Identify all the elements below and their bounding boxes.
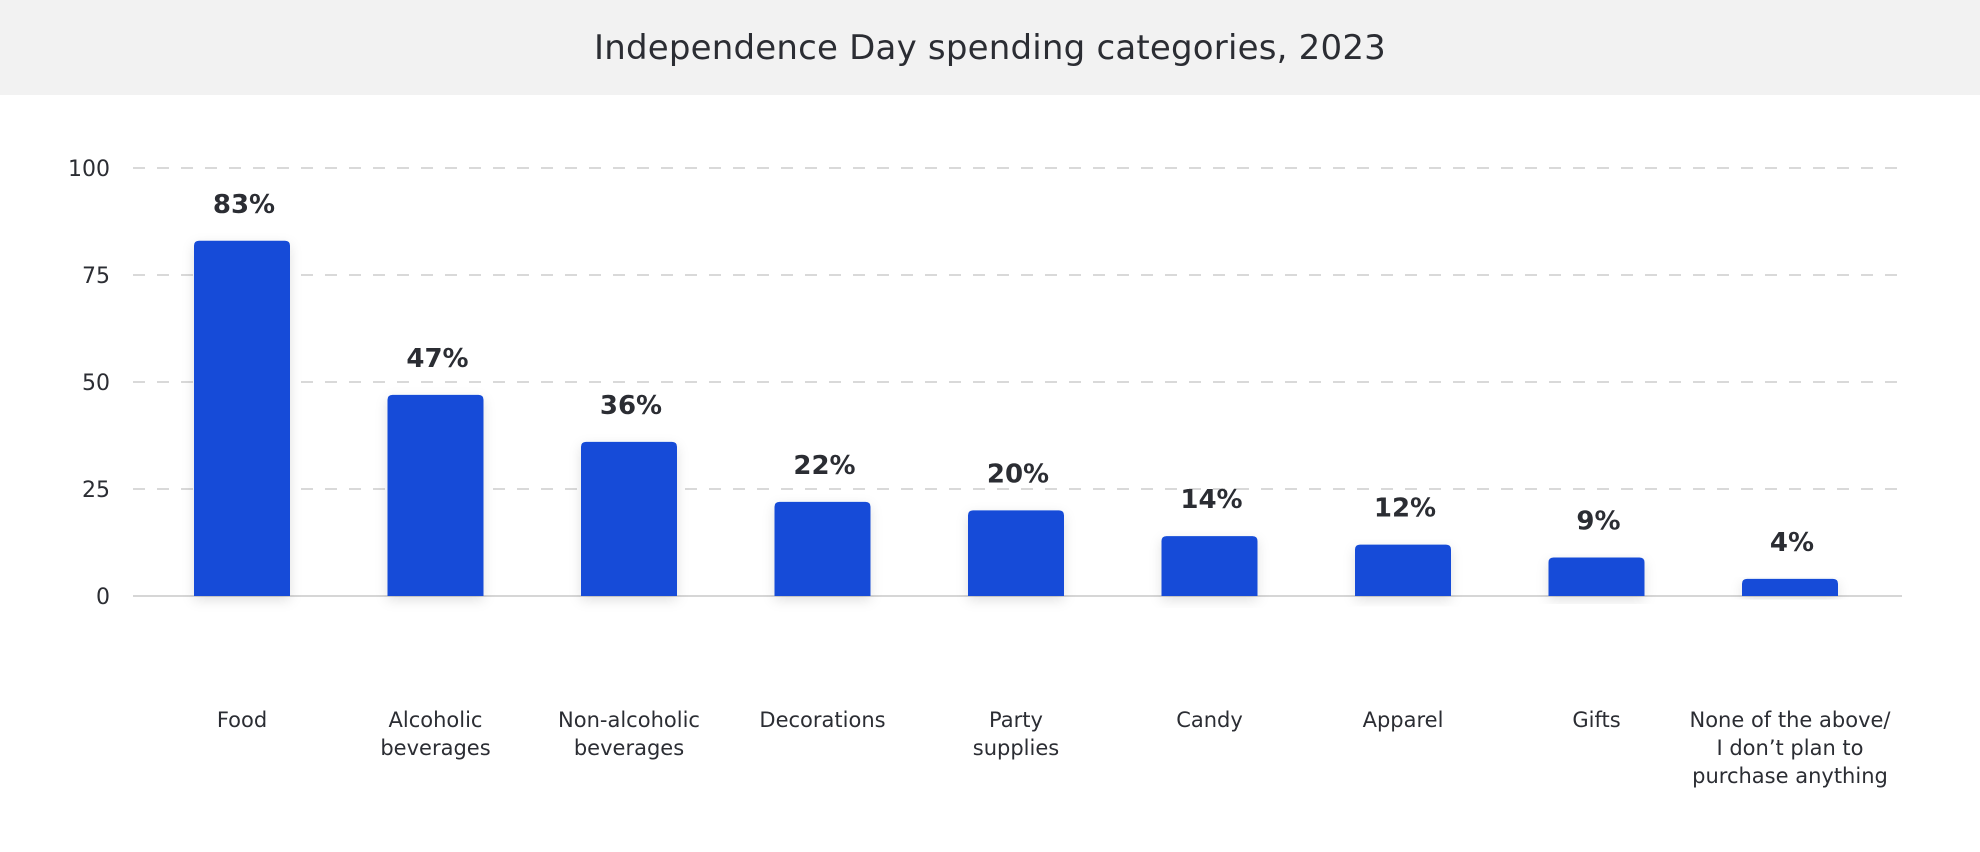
bar [387, 394, 484, 596]
x-tick-label: Gifts [1572, 708, 1620, 732]
chart-header: Independence Day spending categories, 20… [0, 0, 1980, 95]
data-label: 20% [987, 459, 1049, 489]
y-tick-label: 50 [82, 371, 110, 396]
x-tick-label: Decorations [759, 708, 885, 732]
data-label: 22% [793, 451, 855, 481]
x-tick-label: Non-alcoholic [558, 708, 700, 732]
bar [194, 240, 290, 596]
x-tick-label: Food [217, 708, 267, 732]
bar [1742, 578, 1838, 596]
x-tick-label: beverages [380, 736, 490, 760]
y-tick-label: 75 [82, 264, 110, 289]
bar [1548, 557, 1645, 596]
bar [581, 441, 677, 596]
data-label: 14% [1180, 485, 1242, 515]
data-label: 36% [600, 391, 662, 421]
x-tick-label: Alcoholic [389, 708, 483, 732]
y-tick-label: 0 [96, 585, 110, 610]
x-tick-label: purchase anything [1692, 764, 1888, 788]
chart-title: Independence Day spending categories, 20… [593, 27, 1387, 68]
x-tick-label: beverages [574, 736, 684, 760]
y-tick-label: 100 [68, 157, 110, 182]
x-tick-label: Party [989, 708, 1043, 732]
data-label: 47% [406, 344, 468, 374]
data-label: 9% [1576, 506, 1620, 536]
bar [1161, 536, 1258, 596]
bar [774, 501, 871, 596]
bar [1355, 544, 1451, 596]
x-tick-label: Apparel [1363, 708, 1444, 732]
x-tick-label: Candy [1176, 708, 1243, 732]
data-label: 83% [213, 190, 275, 220]
x-tick-label: supplies [973, 736, 1059, 760]
x-tick-label: None of the above/ [1690, 708, 1892, 732]
x-tick-label: I don’t plan to [1716, 736, 1863, 760]
data-label: 4% [1770, 528, 1814, 558]
y-tick-label: 25 [82, 478, 110, 503]
data-label: 12% [1374, 494, 1436, 524]
bar [968, 510, 1064, 596]
